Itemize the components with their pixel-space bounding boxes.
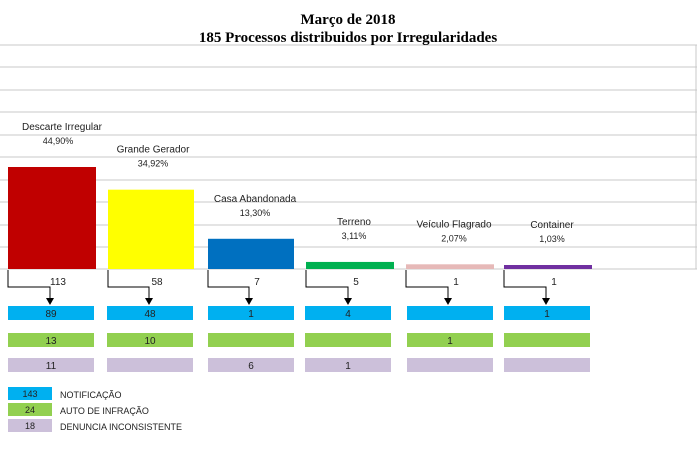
count-label: 1	[453, 277, 459, 288]
bar-descarte-irregular	[8, 167, 96, 269]
connector-arrow	[305, 270, 349, 303]
arrow-head	[245, 298, 253, 305]
count-label: 5	[353, 277, 359, 288]
percent-label: 34,92%	[138, 159, 169, 169]
bar-counts: 113 58 7 5 1 1	[50, 277, 557, 288]
breakdown-value: 10	[144, 336, 156, 347]
count-label: 113	[50, 277, 66, 288]
legend-swatch-notificacao	[8, 387, 52, 400]
breakdown-box-auto-de-infracao	[8, 333, 94, 347]
count-label: 58	[151, 277, 163, 288]
breakdown-box-denuncia-inconsistente	[305, 358, 391, 372]
percent-label: 44,90%	[43, 136, 74, 146]
legend-total: 24	[25, 405, 35, 415]
percent-label: 3,11%	[342, 231, 367, 241]
bars	[8, 167, 592, 269]
connector-arrow	[107, 270, 150, 303]
breakdown-box-denuncia-inconsistente	[8, 358, 94, 372]
legend-total: 18	[25, 421, 35, 431]
breakdown-box-denuncia-inconsistente	[504, 358, 590, 372]
arrow-head	[444, 298, 452, 305]
arrow-head	[344, 298, 352, 305]
connector-arrow	[503, 270, 547, 303]
legend: 143 NOTIFICAÇÃO 24 AUTO DE INFRAÇÃO 18 DENUNC…	[8, 387, 182, 432]
percent-label: 13,30%	[240, 208, 271, 218]
chart-subtitle: 185 Processos distribuidos por Irregular…	[199, 30, 498, 46]
breakdown-box-auto-de-infracao	[305, 333, 391, 347]
breakdown-box-auto-de-infracao	[208, 333, 294, 347]
category-label: Grande Gerador	[117, 145, 190, 156]
bar-casa-abandonada	[208, 238, 294, 269]
breakdown-box-denuncia-inconsistente	[407, 358, 493, 372]
bar-container	[504, 265, 592, 269]
breakdown-box-notificacao	[8, 306, 94, 320]
breakdown-value: 1	[544, 309, 550, 320]
connector-arrow	[405, 270, 449, 303]
legend-swatch-denuncia-inconsistente	[8, 419, 52, 432]
breakdown-box-notificacao	[407, 306, 493, 320]
count-label: 1	[551, 277, 557, 288]
breakdown-box-notificacao	[208, 306, 294, 320]
breakdown-box-notificacao	[107, 306, 193, 320]
breakdown-value: 1	[248, 309, 254, 320]
breakdown-value: 6	[248, 361, 254, 372]
arrow-head	[46, 298, 54, 305]
legend-label: DENUNCIA INCONSISTENTE	[60, 422, 182, 432]
bar-terreno	[306, 261, 394, 269]
arrows	[7, 270, 550, 305]
count-label: 7	[254, 277, 260, 288]
percent-label: 1,03%	[539, 234, 565, 244]
breakdown-rows: 89 48 1 4 113 10 111 6 1	[8, 306, 590, 372]
breakdown-box-notificacao	[305, 306, 391, 320]
legend-total: 143	[22, 389, 37, 399]
breakdown-value: 11	[46, 361, 57, 372]
connector-arrow	[207, 270, 250, 303]
percent-label: 2,07%	[441, 233, 467, 243]
chart-title: Março de 2018	[301, 12, 396, 28]
category-label: Casa Abandonada	[214, 194, 297, 205]
breakdown-box-auto-de-infracao	[107, 333, 193, 347]
legend-swatch-auto-de-infracao	[8, 403, 52, 416]
category-label: Container	[530, 220, 574, 231]
arrow-head	[145, 298, 153, 305]
bar-labels: Descarte Irregular 44,90% Grande Gerador 34…	[22, 122, 574, 244]
bar-veiculo-flagrado	[406, 264, 494, 269]
breakdown-value: 1	[447, 336, 453, 347]
category-label: Veículo Flagrado	[416, 219, 491, 230]
legend-label: NOTIFICAÇÃO	[60, 390, 122, 400]
breakdown-box-auto-de-infracao	[504, 333, 590, 347]
bar-grande-gerador	[108, 189, 194, 269]
breakdown-value: 89	[45, 309, 57, 320]
connector-arrow	[7, 270, 51, 303]
breakdown-value: 48	[144, 309, 156, 320]
legend-label: AUTO DE INFRAÇÃO	[60, 406, 149, 416]
arrow-head	[542, 298, 550, 305]
breakdown-value: 4	[345, 309, 351, 320]
breakdown-box-denuncia-inconsistente	[208, 358, 294, 372]
breakdown-value: 13	[45, 336, 57, 347]
breakdown-box-auto-de-infracao	[407, 333, 493, 347]
category-label: Terreno	[337, 217, 371, 228]
category-label: Descarte Irregular	[22, 122, 103, 133]
breakdown-value: 1	[345, 361, 351, 372]
breakdown-box-denuncia-inconsistente	[107, 358, 193, 372]
breakdown-box-notificacao	[504, 306, 590, 320]
